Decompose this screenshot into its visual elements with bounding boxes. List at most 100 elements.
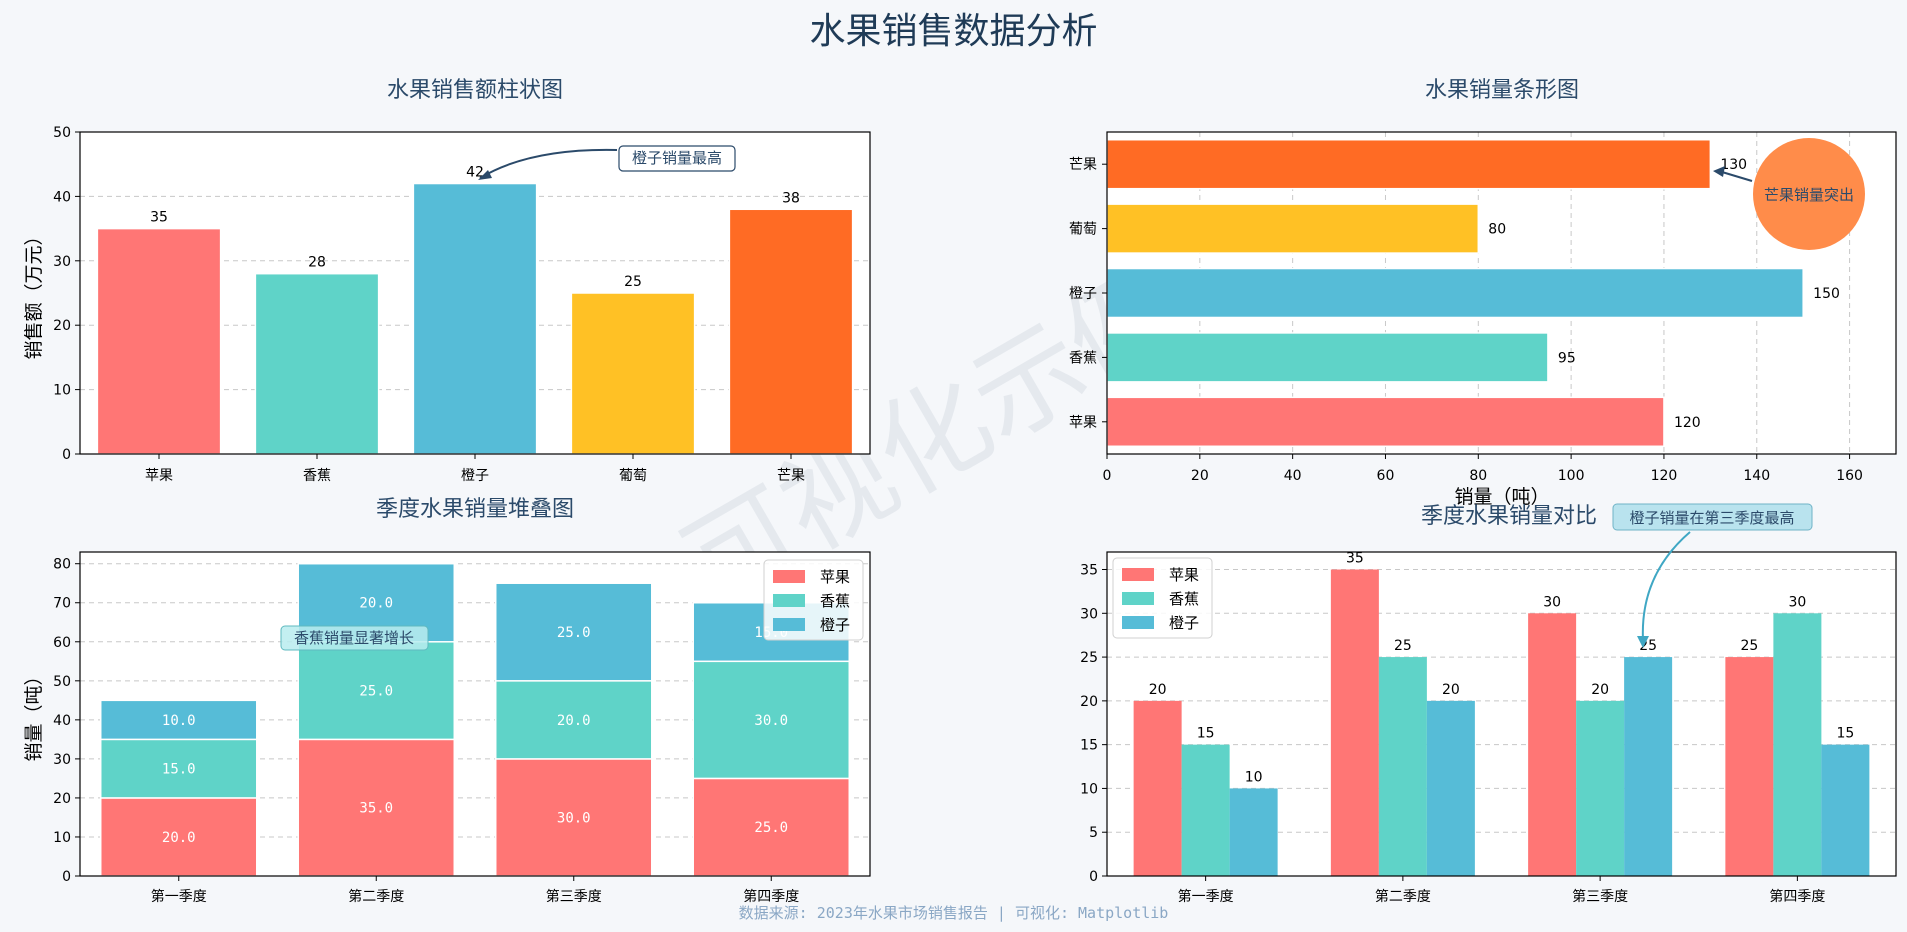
c3-xtick-label: 第三季度: [546, 888, 602, 905]
c1-value-label: 28: [308, 255, 326, 271]
c4-bar: [1378, 657, 1427, 876]
c2-value-label: 130: [1720, 157, 1747, 173]
c1-annotation-box: [618, 145, 736, 172]
c4-xtick-label: 第二季度: [1375, 888, 1431, 905]
c3-xtick-label: 第二季度: [348, 888, 404, 905]
c3-ytick-label: 60: [53, 635, 71, 651]
c4-legend-label: 苹果: [1169, 566, 1199, 584]
c2-annotation-arrow: [1721, 171, 1753, 182]
c4-ytick-label: 0: [1089, 869, 1098, 885]
c4-xtick-label: 第三季度: [1572, 888, 1628, 905]
c1-title: 水果销售额柱状图: [387, 78, 563, 103]
c4-xtick-label: 第一季度: [1178, 888, 1234, 905]
c3-segment-label: 20.0: [557, 713, 591, 729]
c1-xtick-label: 芒果: [777, 468, 805, 484]
c4-annotation-box: [1612, 503, 1813, 531]
c2-xtick-label: 80: [1469, 468, 1487, 484]
c4-bar: [1133, 700, 1182, 876]
c4-bar: [1821, 744, 1870, 876]
c4-ytick-label: 20: [1080, 694, 1098, 710]
c2-ytick-label: 苹果: [1069, 415, 1097, 431]
c4-legend-swatch: [1122, 616, 1154, 629]
c1-ylabel: 销售额（万元）: [23, 226, 45, 359]
c3-frame: [79, 551, 871, 877]
c4-ytick-label: 35: [1080, 563, 1098, 579]
c3-ytick-label: 80: [53, 557, 71, 573]
page-title: 水果销售数据分析: [809, 11, 1098, 52]
c3-legend-swatch: [773, 570, 805, 583]
c4-frame: [1106, 551, 1897, 877]
c3-bar-segment: [99, 699, 258, 741]
c3-annotation-text: 香蕉销量显著增长: [294, 629, 414, 647]
c2-frame: [1106, 131, 1897, 455]
c3-ytick-label: 0: [62, 869, 71, 885]
c4-annotation-arrowhead: [1637, 636, 1649, 648]
c2-value-label: 80: [1488, 222, 1506, 238]
c4-bar: [1528, 613, 1577, 876]
c4-bar: [1330, 569, 1379, 876]
c4-xtick-label: 第四季度: [1769, 888, 1825, 905]
c3-ytick-label: 30: [53, 752, 71, 768]
c4-value-label: 20: [1442, 682, 1460, 698]
c1-annotation-text: 橙子销量最高: [632, 149, 722, 167]
c3-title: 季度水果销量堆叠图: [376, 497, 574, 522]
c3-annotation-box: [280, 625, 429, 651]
c1-xtick-label: 葡萄: [619, 468, 647, 484]
c2-bar: [1106, 332, 1549, 383]
c4-bar: [1426, 700, 1475, 876]
c4-value-label: 25: [1394, 638, 1412, 654]
c3-legend-swatch: [773, 618, 805, 631]
c2-value-label: 95: [1558, 350, 1576, 366]
c2-annotation-bubble: [1753, 138, 1865, 250]
c1-ytick-label: 30: [53, 254, 71, 270]
c1-bar: [728, 208, 854, 455]
c3-segment-label: 20.0: [359, 596, 393, 612]
c1-bar: [96, 227, 222, 455]
c4-bar: [1576, 700, 1625, 876]
c4-value-label: 15: [1836, 726, 1854, 742]
c2-xtick-label: 120: [1651, 468, 1678, 484]
c2-ytick-label: 芒果: [1069, 157, 1097, 173]
c3-segment-label: 10.0: [162, 713, 196, 729]
c3-segment-label: 20.0: [162, 830, 196, 846]
c2-bar: [1106, 396, 1665, 448]
c4-bar: [1773, 613, 1822, 876]
footer-source: 数据来源: 2023年水果市场销售报告 | 可视化: Matplotlib: [738, 904, 1169, 922]
c4-legend-swatch: [1122, 568, 1154, 581]
c4-ytick-label: 15: [1080, 738, 1098, 754]
c4-bar: [1624, 657, 1673, 876]
c4-value-label: 15: [1197, 726, 1215, 742]
c3-ytick-label: 40: [53, 713, 71, 729]
c3-ytick-label: 70: [53, 596, 71, 612]
c4-value-label: 20: [1591, 682, 1609, 698]
c2-value-label: 120: [1674, 415, 1701, 431]
c3-segment-label: 30.0: [557, 810, 591, 826]
c4-title: 季度水果销量对比: [1421, 504, 1597, 529]
c3-xtick-label: 第一季度: [151, 888, 207, 905]
c4-value-label: 30: [1543, 594, 1561, 610]
c1-ytick-label: 40: [53, 189, 71, 205]
c1-bar: [570, 292, 696, 455]
c4-ytick-label: 5: [1089, 825, 1098, 841]
c2-xtick-label: 0: [1103, 468, 1112, 484]
c1-xtick-label: 苹果: [145, 468, 173, 484]
c3-segment-label: 30.0: [754, 713, 788, 729]
c1-value-label: 42: [466, 165, 484, 181]
c2-xtick-label: 140: [1743, 468, 1770, 484]
c4-value-label: 10: [1245, 769, 1263, 785]
c3-legend-label: 香蕉: [820, 592, 850, 610]
c2-ytick-label: 香蕉: [1069, 350, 1097, 366]
c4-value-label: 25: [1740, 638, 1758, 654]
c3-legend-label: 苹果: [820, 568, 850, 586]
c3-bar-segment: [99, 797, 258, 877]
c1-annotation-arrowhead: [478, 170, 492, 180]
c1-value-label: 38: [782, 190, 800, 206]
c1-value-label: 35: [150, 210, 168, 226]
c3-ytick-label: 50: [53, 674, 71, 690]
c1-xtick-label: 橙子: [461, 468, 489, 484]
c2-value-label: 150: [1813, 286, 1840, 302]
c1-ytick-label: 20: [53, 318, 71, 334]
c2-bar: [1106, 138, 1712, 190]
c1-value-label: 25: [624, 274, 642, 290]
c4-legend-label: 橙子: [1169, 614, 1199, 632]
